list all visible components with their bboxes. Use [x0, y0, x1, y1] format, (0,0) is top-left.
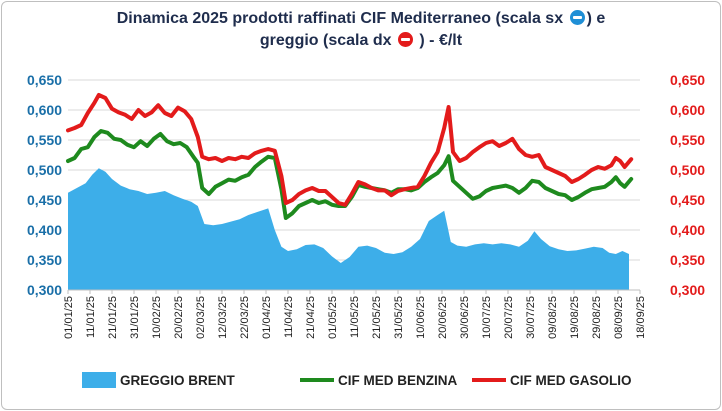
x-tick-label: 18/09/25	[635, 296, 647, 339]
x-tick-label: 01/04/25	[261, 296, 273, 339]
chart-title: Dinamica 2025 prodotti raffinati CIF Med…	[0, 8, 722, 52]
series-line-cif-med-gasolio	[66, 93, 634, 207]
legend-label-cif-med-gasolio: CIF MED GASOLIO	[510, 373, 632, 388]
x-tick-label: 09/08/25	[547, 296, 559, 339]
x-tick-label: 11/04/25	[283, 296, 295, 338]
x-tick-label: 02/03/25	[195, 296, 207, 339]
y-right-tick-label: 0,550	[670, 132, 705, 148]
x-tick-label: 01/05/25	[327, 296, 339, 339]
x-tick-label: 11/05/25	[349, 296, 361, 338]
y-left-tick-label: 0,350	[27, 252, 62, 268]
title-line-2: greggio (scala dx ) - €/lt	[0, 30, 722, 52]
legend-label-greggio-brent: GREGGIO BRENT	[120, 373, 236, 388]
y-left-tick-label: 0,600	[27, 102, 62, 118]
legend-swatch-greggio-brent	[82, 372, 116, 388]
title-line-2-text: greggio (scala dx	[259, 32, 392, 49]
legend-swatch-cif-med-benzina	[300, 378, 334, 382]
legend-swatch-cif-med-gasolio	[472, 378, 506, 382]
title-line-1-text: Dinamica 2025 prodotti raffinati CIF Med…	[116, 10, 564, 27]
title-line-1-end: ) e	[586, 10, 606, 27]
y-right-tick-label: 0,300	[670, 282, 705, 298]
x-tick-label: 21/04/25	[305, 296, 317, 339]
y-right-tick-label: 0,400	[670, 222, 705, 238]
x-tick-label: 20/07/25	[503, 296, 515, 339]
x-tick-label: 12/03/25	[217, 296, 229, 339]
x-tick-label: 30/06/25	[459, 296, 471, 339]
x-tick-label: 10/02/25	[151, 296, 163, 339]
left-arrow-circle-icon	[569, 10, 585, 25]
y-left-tick-label: 0,300	[27, 282, 62, 298]
y-right-tick-label: 0,500	[670, 162, 705, 178]
title-line-2-end: ) - €/lt	[419, 32, 463, 49]
legend-label-cif-med-benzina: CIF MED BENZINA	[338, 373, 457, 388]
x-tick-label: 01/01/25	[63, 296, 75, 339]
x-tick-label: 22/03/25	[239, 296, 251, 339]
title-line-1: Dinamica 2025 prodotti raffinati CIF Med…	[0, 8, 722, 30]
x-tick-label: 31/01/25	[129, 296, 141, 339]
x-tick-label: 11/01/25	[85, 296, 97, 338]
x-tick-label: 10/07/25	[481, 296, 493, 339]
x-tick-label: 20/02/25	[173, 296, 185, 339]
y-right-tick-label: 0,600	[670, 102, 705, 118]
x-tick-label: 10/06/25	[415, 296, 427, 339]
x-tick-label: 29/08/25	[591, 296, 603, 339]
x-tick-label: 31/05/25	[393, 296, 405, 339]
y-left-tick-label: 0,650	[27, 72, 62, 88]
y-left-tick-label: 0,500	[27, 162, 62, 178]
x-tick-label: 30/07/25	[525, 296, 537, 339]
y-right-tick-label: 0,350	[670, 252, 705, 268]
x-tick-label: 19/08/25	[569, 296, 581, 339]
y-left-tick-label: 0,450	[27, 192, 62, 208]
series-area-greggio-brent	[68, 168, 629, 290]
y-left-tick-label: 0,400	[27, 222, 62, 238]
y-right-tick-label: 0,450	[670, 192, 705, 208]
x-tick-label: 21/01/25	[107, 296, 119, 339]
x-tick-label: 21/05/25	[371, 296, 383, 339]
y-right-tick-label: 0,650	[670, 72, 705, 88]
x-tick-label: 20/06/25	[437, 296, 449, 339]
right-arrow-circle-icon	[397, 32, 413, 47]
y-left-tick-label: 0,550	[27, 132, 62, 148]
x-tick-label: 08/09/25	[613, 296, 625, 339]
